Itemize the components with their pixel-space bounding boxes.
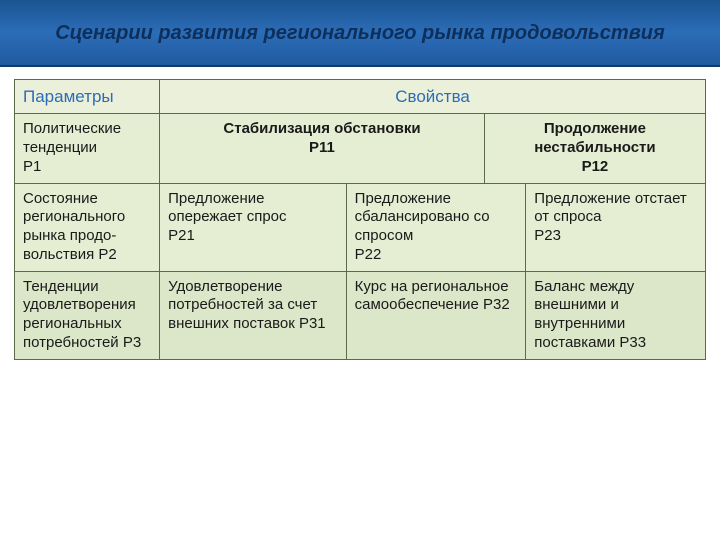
cell-text: Баланс между внешними и внутренними пост… [534, 278, 646, 351]
cell-code: Р1 [23, 158, 41, 175]
cell-text: Предложение отстает от спроса [534, 190, 687, 226]
prop-cell-p31: Удовлетворение потребностей за счет внеш… [160, 271, 347, 359]
cell-code: Р11 [309, 139, 335, 156]
prop-cell-p11: Стабилизация обстановки Р11 [160, 114, 485, 183]
cell-text: Политические тенденции [23, 120, 121, 156]
cell-code: Р23 [534, 227, 561, 244]
prop-cell-p12: Продолжение нестабильности Р12 [484, 114, 705, 183]
prop-cell-p22: Предложение сбалансировано со спросом Р2… [346, 183, 526, 271]
cell-text: Тенденции удовлетворения региональных по… [23, 278, 141, 351]
slide-title: Сценарии развития регионального рынка пр… [55, 20, 665, 46]
cell-text: Удовлетворение потребностей за счет внеш… [168, 278, 326, 333]
param-cell-p2: Состояние регионального рынка продо- вол… [15, 183, 160, 271]
cell-code: Р22 [355, 246, 382, 263]
cell-text: Состояние регионального рынка продо- [23, 190, 125, 245]
prop-cell-p32: Курс на региональное самообеспечение Р32 [346, 271, 526, 359]
col-parameters-header: Параметры [15, 80, 160, 114]
table-header-row: Параметры Свойства [15, 80, 706, 114]
scenario-table: Параметры Свойства Политические тенденци… [14, 79, 706, 360]
prop-cell-p33: Баланс между внешними и внутренними пост… [526, 271, 706, 359]
col-properties-header: Свойства [160, 80, 706, 114]
prop-cell-p21: Предложение опережает спрос Р21 [160, 183, 347, 271]
cell-text: Продолжение нестабильности [534, 120, 655, 156]
cell-code: Р12 [582, 158, 609, 175]
cell-text: Курс на региональное самообеспечение Р32 [355, 278, 510, 314]
cell-text: Предложение опережает спрос [168, 190, 286, 226]
cell-text: Стабилизация обстановки [223, 120, 420, 137]
cell-text: Предложение сбалансировано со спросом [355, 190, 490, 245]
slide-header: Сценарии развития регионального рынка пр… [0, 0, 720, 67]
param-cell-p1: Политические тенденции Р1 [15, 114, 160, 183]
param-cell-p3: Тенденции удовлетворения региональных по… [15, 271, 160, 359]
table-row: Политические тенденции Р1 Стабилизация о… [15, 114, 706, 183]
table-container: Параметры Свойства Политические тенденци… [0, 67, 720, 360]
cell-code: Р21 [168, 227, 195, 244]
prop-cell-p23: Предложение отстает от спроса Р23 [526, 183, 706, 271]
cell-text2: вольствия Р2 [23, 246, 117, 263]
table-row: Состояние регионального рынка продо- вол… [15, 183, 706, 271]
table-row: Тенденции удовлетворения региональных по… [15, 271, 706, 359]
